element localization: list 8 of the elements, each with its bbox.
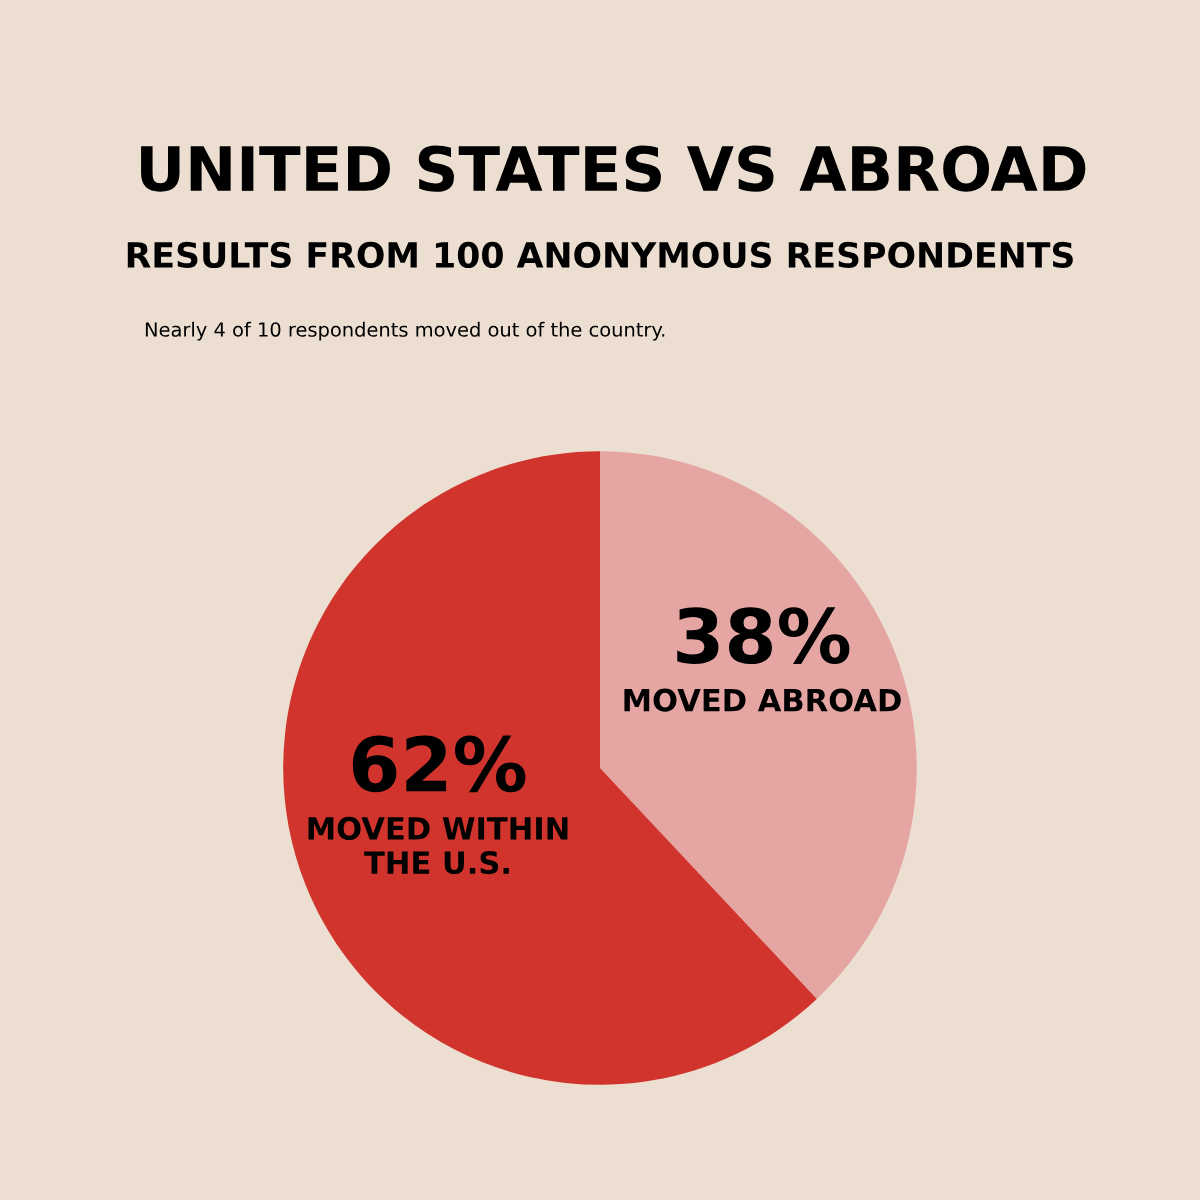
data-label: 62%: [352, 735, 526, 793]
chart-subtitle: RESULTS FROM 100 ANONYMOUS RESPONDENTS: [127, 241, 1073, 269]
slice-label: MOVED ABROAD: [624, 688, 901, 712]
data-label: 38%: [677, 607, 850, 664]
text: Nearly 4 of 10 respondents moved out of the country.: [145, 321, 665, 341]
pie-slice: [600, 451, 917, 999]
chart-title: UNITED STATES VS ABROAD: [141, 145, 1086, 192]
slice-label: MOVED WITHIN THE U.S.: [308, 816, 568, 875]
